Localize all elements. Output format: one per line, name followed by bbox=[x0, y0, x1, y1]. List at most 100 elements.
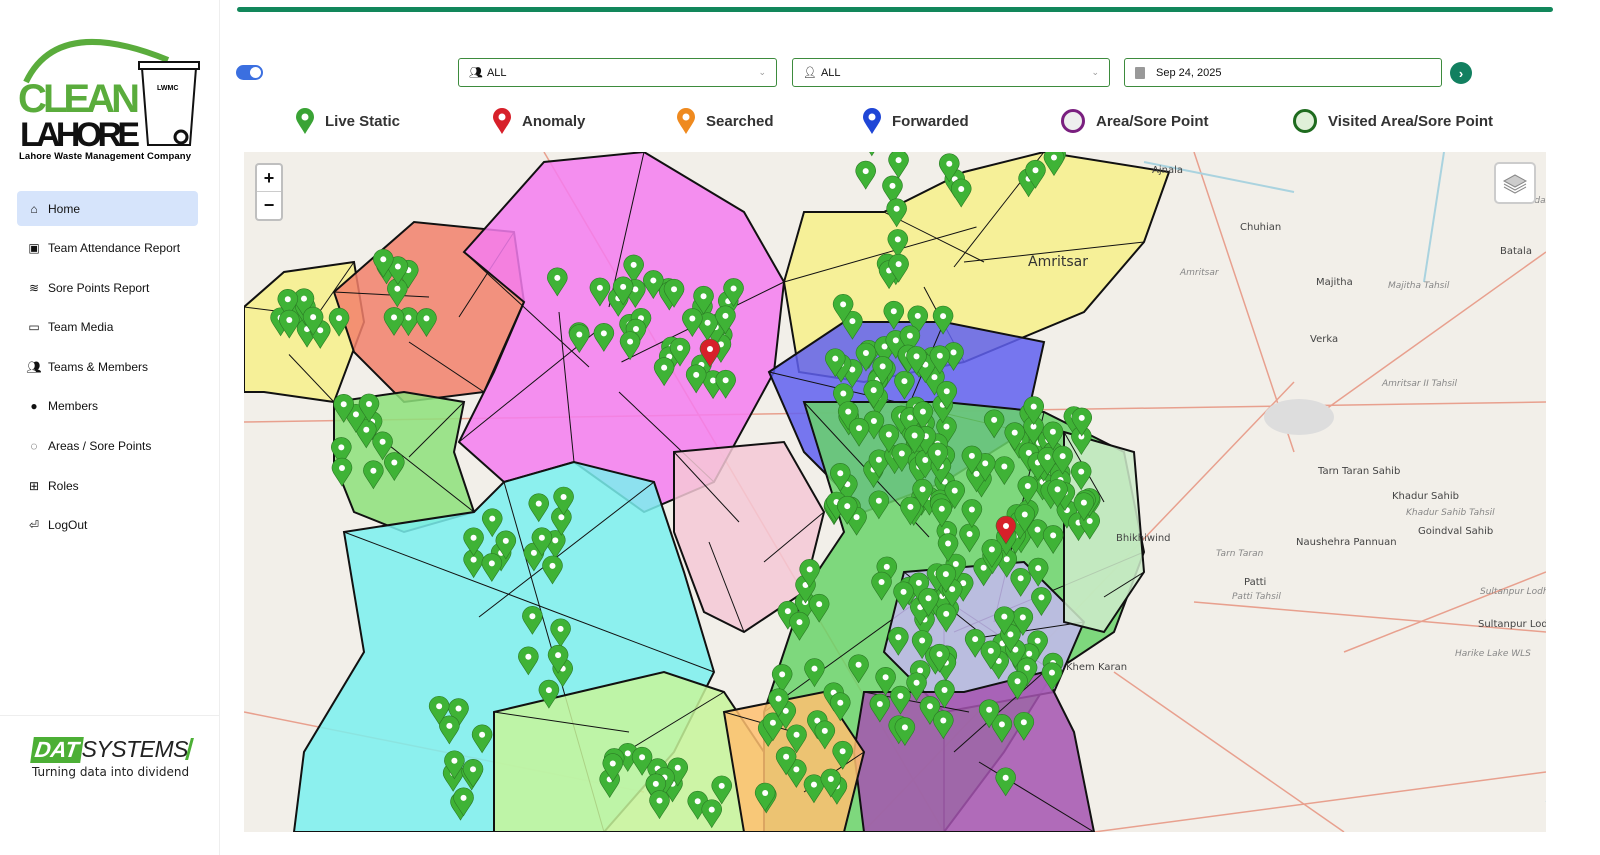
map-marker[interactable] bbox=[929, 345, 951, 375]
map-marker[interactable] bbox=[1043, 152, 1065, 177]
map-marker[interactable] bbox=[906, 346, 927, 375]
map-marker[interactable] bbox=[715, 369, 736, 399]
map-marker[interactable] bbox=[894, 717, 916, 746]
map-marker[interactable] bbox=[1023, 416, 1044, 446]
map-marker[interactable] bbox=[387, 256, 409, 286]
zoom-in-button[interactable]: + bbox=[257, 165, 281, 192]
map-marker[interactable] bbox=[943, 342, 964, 371]
map-marker[interactable] bbox=[911, 630, 933, 660]
map-marker[interactable] bbox=[1071, 407, 1093, 437]
map-marker[interactable] bbox=[935, 563, 957, 593]
map-marker[interactable] bbox=[918, 587, 939, 617]
map-marker[interactable] bbox=[1031, 587, 1052, 617]
map-marker[interactable] bbox=[863, 379, 884, 409]
map-marker[interactable] bbox=[829, 692, 851, 722]
map-marker[interactable] bbox=[383, 307, 405, 336]
map-marker[interactable] bbox=[829, 462, 851, 492]
map-marker[interactable] bbox=[983, 409, 1005, 439]
go-button[interactable]: › bbox=[1450, 62, 1472, 84]
map-marker[interactable] bbox=[623, 254, 644, 284]
map-marker[interactable] bbox=[833, 383, 854, 413]
map-marker[interactable] bbox=[799, 559, 820, 588]
sidebar-item-areas-sore-points[interactable]: ◌ Areas / Sore Points bbox=[17, 429, 198, 464]
map-canvas[interactable] bbox=[244, 152, 1546, 832]
map-marker[interactable] bbox=[1052, 445, 1073, 475]
map-marker[interactable] bbox=[481, 508, 503, 538]
map-marker[interactable] bbox=[837, 401, 859, 431]
map-marker[interactable] bbox=[888, 626, 909, 656]
map-marker[interactable] bbox=[961, 445, 983, 475]
map-marker[interactable] bbox=[723, 278, 744, 308]
map-marker[interactable] bbox=[448, 698, 469, 728]
map-marker[interactable] bbox=[978, 699, 1000, 729]
map-marker[interactable] bbox=[980, 640, 1002, 670]
map-marker[interactable] bbox=[372, 431, 393, 461]
map-marker[interactable] bbox=[935, 603, 957, 633]
map-marker[interactable] bbox=[1007, 670, 1028, 700]
map-marker[interactable] bbox=[547, 267, 568, 297]
map-marker[interactable] bbox=[855, 342, 877, 372]
map-marker[interactable] bbox=[882, 175, 903, 205]
sidebar-item-home[interactable]: ⌂ Home bbox=[17, 191, 198, 226]
map-marker[interactable] bbox=[538, 679, 560, 709]
map-marker[interactable] bbox=[1014, 504, 1036, 534]
sidebar-item-members[interactable]: ● Members bbox=[17, 389, 198, 424]
map-marker[interactable] bbox=[931, 498, 953, 528]
map-marker[interactable] bbox=[522, 605, 543, 635]
map-marker[interactable] bbox=[593, 323, 615, 352]
map-marker[interactable] bbox=[471, 724, 493, 754]
map-marker[interactable] bbox=[1042, 421, 1064, 451]
map-marker[interactable] bbox=[855, 160, 877, 190]
map-marker[interactable] bbox=[936, 380, 958, 410]
map-marker[interactable] bbox=[653, 357, 675, 387]
map-marker[interactable] bbox=[771, 664, 793, 693]
map-marker[interactable] bbox=[682, 308, 703, 338]
map-marker[interactable] bbox=[1073, 492, 1095, 522]
map-marker[interactable] bbox=[804, 658, 825, 688]
map-marker[interactable] bbox=[428, 695, 450, 725]
map-marker[interactable] bbox=[820, 768, 842, 798]
layers-button[interactable] bbox=[1494, 162, 1536, 204]
map-marker[interactable] bbox=[900, 496, 921, 526]
map-marker[interactable] bbox=[1070, 461, 1092, 491]
map-marker[interactable] bbox=[886, 198, 907, 228]
map-marker[interactable] bbox=[907, 305, 929, 335]
map-marker[interactable] bbox=[808, 593, 830, 623]
map-marker[interactable] bbox=[1013, 711, 1035, 741]
map-marker[interactable] bbox=[832, 740, 853, 770]
map-marker[interactable] bbox=[1042, 525, 1064, 555]
sidebar-item-roles[interactable]: ⊞ Roles bbox=[17, 468, 198, 503]
sidebar-item-team-media[interactable]: ▭ Team Media bbox=[17, 310, 198, 345]
map-marker[interactable] bbox=[848, 654, 869, 684]
map-marker[interactable] bbox=[932, 305, 954, 335]
map-marker[interactable] bbox=[1047, 479, 1068, 508]
map-marker[interactable] bbox=[531, 527, 553, 557]
map-marker[interactable] bbox=[602, 753, 624, 783]
map-marker[interactable] bbox=[863, 410, 885, 440]
map-marker[interactable] bbox=[553, 486, 574, 516]
map-marker[interactable] bbox=[462, 758, 484, 788]
map-marker[interactable] bbox=[836, 495, 858, 525]
map-marker[interactable] bbox=[416, 308, 437, 337]
map-marker[interactable] bbox=[619, 331, 641, 361]
map-marker[interactable] bbox=[697, 312, 718, 342]
map-marker[interactable] bbox=[937, 533, 959, 563]
map-marker[interactable] bbox=[868, 449, 890, 479]
team-select[interactable]: 👥︎ ALL ⌄ bbox=[458, 58, 777, 87]
map-marker[interactable] bbox=[786, 724, 807, 754]
map-marker[interactable] bbox=[950, 178, 972, 208]
member-select[interactable]: 👤︎ ALL ⌄ bbox=[792, 58, 1110, 87]
map-marker[interactable] bbox=[444, 750, 465, 780]
map-marker[interactable] bbox=[848, 417, 870, 447]
map-marker[interactable] bbox=[862, 152, 882, 157]
map-marker[interactable] bbox=[887, 229, 909, 258]
map-marker[interactable] bbox=[912, 478, 933, 508]
map-marker[interactable] bbox=[883, 300, 905, 330]
map-marker[interactable] bbox=[994, 456, 1015, 486]
map-marker[interactable] bbox=[995, 767, 1016, 797]
map-marker[interactable] bbox=[994, 606, 1015, 636]
map-marker[interactable] bbox=[1041, 662, 1063, 692]
map-marker[interactable] bbox=[938, 153, 960, 183]
map-marker[interactable] bbox=[701, 799, 723, 829]
map-marker[interactable] bbox=[991, 714, 1013, 743]
